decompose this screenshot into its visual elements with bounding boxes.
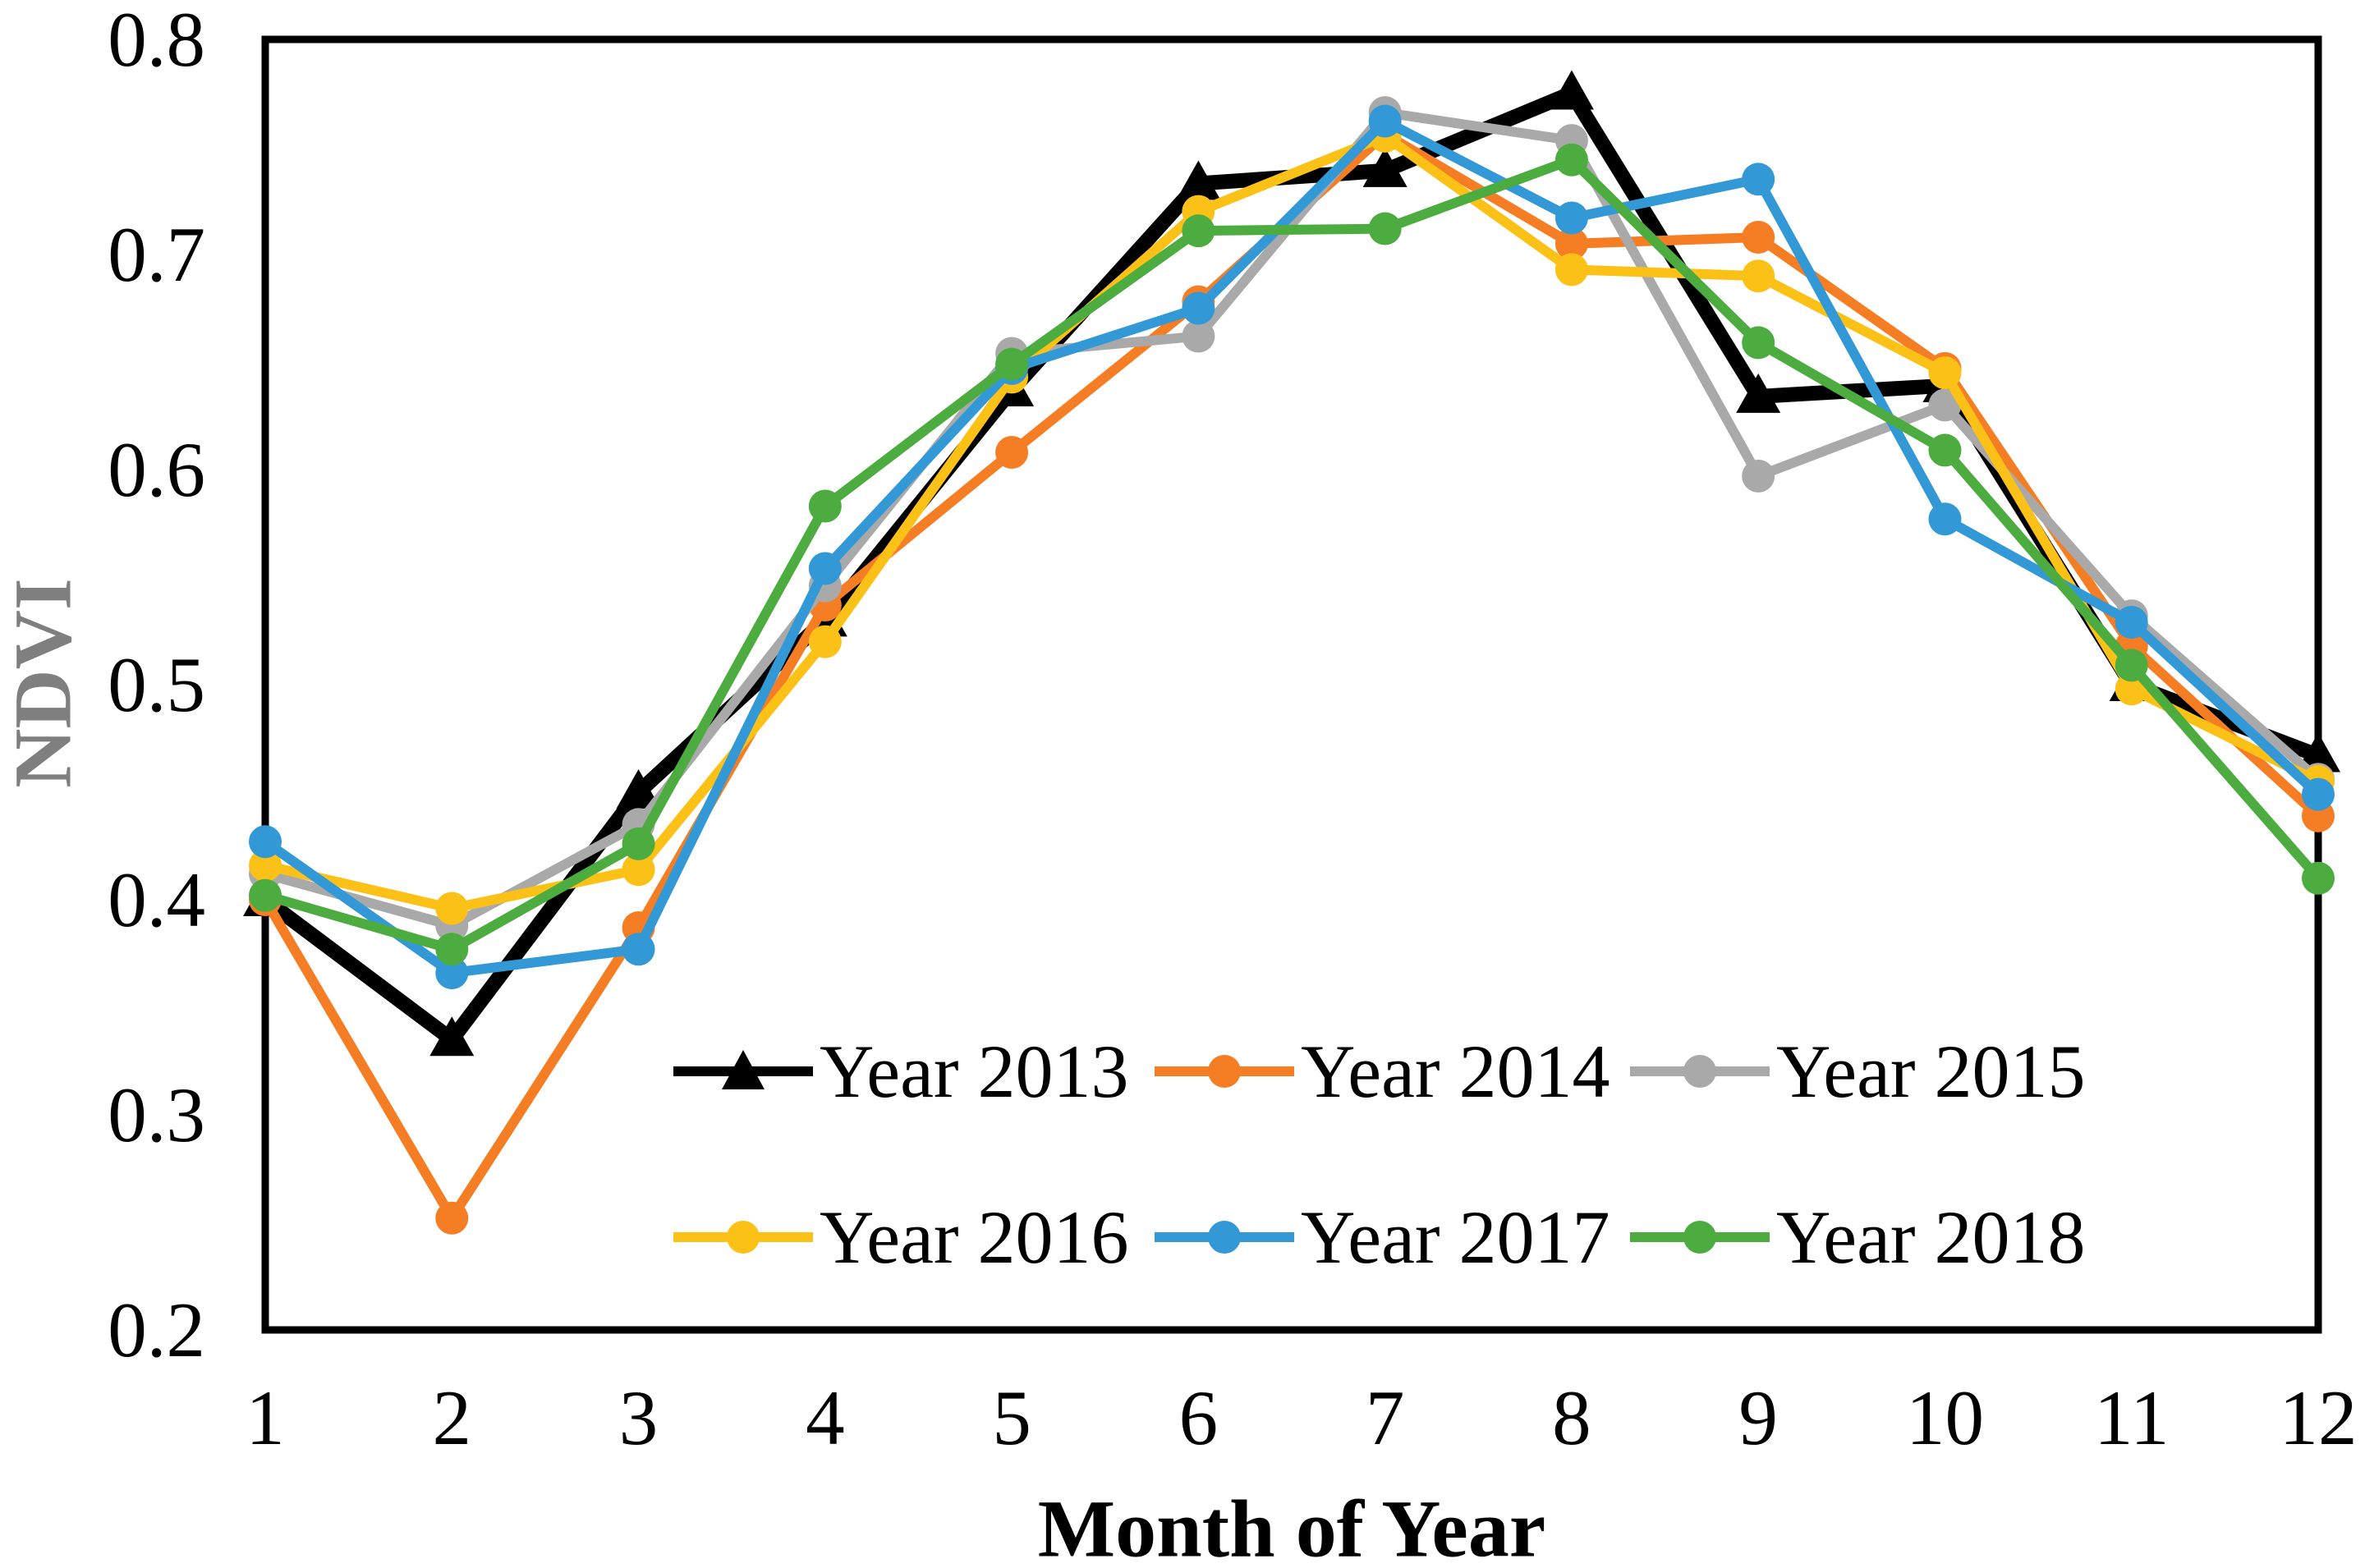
series-line-year-2016 [260, 131, 2323, 914]
legend-circle-marker [1683, 1055, 1716, 1088]
data-point-marker [249, 825, 282, 859]
x-tick-label: 8 [1552, 1374, 1591, 1461]
series-line-year-2018 [260, 154, 2323, 955]
legend-entry-year-2015: Year 2015 [1630, 1022, 2086, 1121]
legend-circle-marker [1208, 1055, 1241, 1088]
data-point-marker [808, 625, 842, 658]
legend-marker-circle-icon [673, 1188, 813, 1286]
data-point-marker [616, 769, 661, 809]
data-point-marker [2302, 777, 2335, 811]
y-tick-label: 0.4 [108, 856, 205, 943]
data-point-marker [1742, 221, 1775, 254]
series-line-year-2015 [260, 108, 2323, 931]
data-point-marker [808, 489, 842, 523]
x-tick-label: 4 [806, 1374, 845, 1461]
legend-label: Year 2015 [1776, 1029, 2086, 1113]
series-line-year-2017 [260, 116, 2323, 979]
data-point-marker [2115, 649, 2148, 682]
legend-label: Year 2014 [1301, 1029, 1610, 1113]
legend-marker-circle-icon [1630, 1188, 1770, 1286]
x-tick-label: 2 [432, 1374, 472, 1461]
data-point-marker [1368, 104, 1402, 138]
x-tick-label: 3 [618, 1374, 659, 1461]
data-point-marker [1554, 143, 1588, 177]
legend-circle-marker [727, 1221, 760, 1254]
legend-entry-year-2014: Year 2014 [1155, 1022, 1610, 1121]
legend-marker-circle-icon [1630, 1022, 1770, 1121]
data-point-marker [435, 1201, 469, 1235]
legend-triangle-marker [722, 1050, 765, 1089]
data-point-marker [1928, 433, 1962, 467]
legend-label: Year 2016 [820, 1195, 1129, 1279]
data-point-marker [2115, 606, 2148, 640]
x-axis-title: Month of Year [1037, 1483, 1546, 1568]
data-point-marker [1742, 459, 1775, 493]
data-point-marker [1742, 259, 1775, 293]
x-tick-label: 7 [1365, 1374, 1405, 1461]
data-point-marker [1928, 356, 1962, 390]
legend-marker-circle-icon [1155, 1022, 1294, 1121]
data-point-marker [2302, 861, 2335, 895]
data-point-marker [2296, 732, 2340, 773]
data-point-marker [1182, 214, 1215, 248]
legend-entry-year-2016: Year 2016 [673, 1188, 1129, 1286]
data-point-marker [1182, 291, 1215, 325]
data-point-marker [249, 849, 282, 883]
data-point-marker [995, 436, 1029, 470]
data-point-marker [249, 878, 282, 912]
data-point-marker [1928, 388, 1962, 422]
legend-circle-marker [1683, 1221, 1716, 1254]
y-tick-label: 0.8 [108, 0, 205, 83]
legend-label: Year 2013 [820, 1029, 1129, 1113]
x-tick-label: 10 [1905, 1374, 1984, 1461]
data-point-marker [435, 892, 469, 925]
x-tick-label: 11 [2093, 1374, 2170, 1461]
y-axis-title: NDVI [0, 578, 89, 788]
y-tick-label: 0.2 [108, 1286, 205, 1373]
x-tick-label: 12 [2279, 1374, 2358, 1461]
legend-label: Year 2018 [1776, 1195, 2086, 1279]
plot-border [261, 35, 2322, 1334]
y-tick-label: 0.7 [108, 211, 205, 298]
data-point-marker [622, 933, 655, 966]
data-point-marker [1742, 163, 1775, 196]
data-point-marker [435, 956, 469, 990]
legend-entry-year-2017: Year 2017 [1155, 1188, 1610, 1286]
data-point-marker [1368, 212, 1402, 245]
data-point-marker [808, 552, 842, 585]
data-point-marker [1554, 201, 1588, 235]
series-line-year-2013 [258, 85, 2326, 1048]
data-point-marker [995, 347, 1029, 381]
data-point-marker [1928, 502, 1962, 536]
y-tick-label: 0.6 [108, 426, 205, 513]
legend-marker-circle-icon [1155, 1188, 1294, 1286]
legend-marker-triangle-icon [673, 1022, 813, 1121]
data-point-marker [429, 1016, 475, 1057]
data-point-marker [1742, 326, 1775, 360]
y-tick-label: 0.3 [108, 1071, 205, 1158]
data-point-marker [435, 933, 469, 966]
x-tick-label: 1 [246, 1374, 285, 1461]
data-point-marker [1362, 147, 1408, 187]
data-point-marker [1176, 160, 1221, 200]
x-tick-label: 6 [1178, 1374, 1219, 1461]
x-tick-label: 9 [1738, 1374, 1778, 1461]
data-point-marker [1736, 373, 1781, 413]
data-point-marker [622, 827, 655, 860]
legend-label: Year 2017 [1301, 1195, 1610, 1279]
data-point-marker [1554, 253, 1588, 287]
data-point-marker [1549, 70, 1594, 110]
y-tick-label: 0.5 [108, 641, 205, 728]
legend-circle-marker [1208, 1221, 1241, 1254]
data-point-marker [1182, 319, 1215, 353]
x-tick-label: 5 [992, 1374, 1031, 1461]
data-point-marker [1554, 227, 1588, 260]
legend-entry-year-2018: Year 2018 [1630, 1188, 2086, 1286]
legend-entry-year-2013: Year 2013 [673, 1022, 1129, 1121]
data-point-marker [622, 853, 655, 887]
